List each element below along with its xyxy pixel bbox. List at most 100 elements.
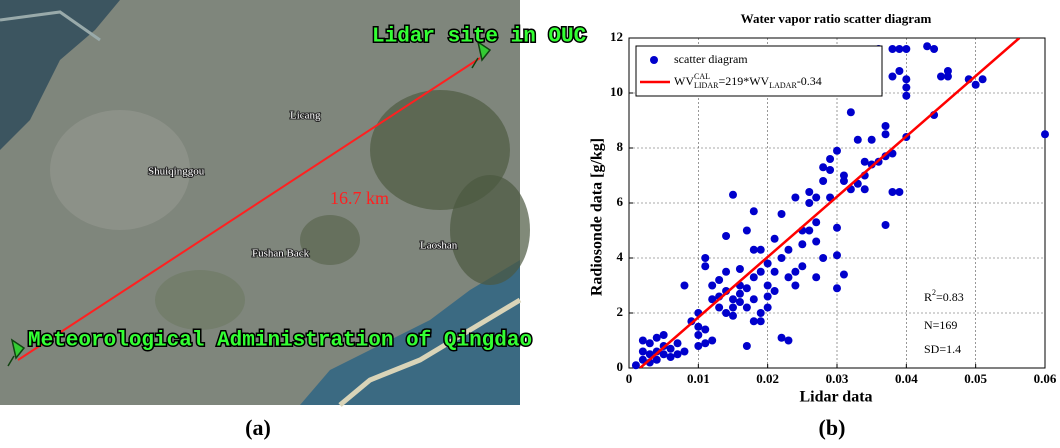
point [882,122,890,130]
point [736,265,744,273]
y-tick-label: 12 [610,29,623,44]
point [882,221,890,229]
point [819,177,827,185]
point [722,232,730,240]
point [791,282,799,290]
point [791,194,799,202]
point [888,73,896,81]
point [750,295,758,303]
point [653,334,661,342]
point [847,108,855,116]
legend-marker [650,56,658,64]
point [757,317,765,325]
point [646,339,654,347]
point [667,345,675,353]
point [972,81,980,89]
point [743,284,751,292]
x-axis-label: Lidar data [799,389,872,406]
point [778,210,786,218]
point [979,75,987,83]
caption: (a) [245,415,271,440]
point [812,238,820,246]
point [778,254,786,262]
x-tick-label: 0 [626,371,633,386]
chart-title: Water vapor ratio scatter diagram [741,11,932,26]
point [715,276,723,284]
point [902,84,910,92]
y-tick-label: 2 [617,304,624,319]
point [826,155,834,163]
point [722,309,730,317]
annotation: SD=1.4 [924,342,961,356]
point [937,73,945,81]
point [805,227,813,235]
x-tick-label: 0.05 [964,371,987,386]
point [729,295,737,303]
point [743,342,751,350]
legend-label: -0.34 [797,74,822,88]
x-tick-label: 0.04 [895,371,918,386]
point [750,273,758,281]
point [680,348,688,356]
legend-label: LIDAR [694,81,719,90]
point [902,75,910,83]
y-tick-label: 10 [610,84,623,99]
point [757,246,765,254]
point [722,268,730,276]
point [632,361,640,369]
place-label: Fushan Back [252,248,310,260]
place-label: Licang [290,110,321,122]
point [1041,130,1049,138]
map-panel: Lidar site in OUC Meteorological Adminis… [0,0,587,405]
point [805,188,813,196]
point [819,254,827,262]
legend-label: LADAR [769,81,797,90]
place-label: Shuiqinggou [148,166,205,178]
point [729,304,737,312]
point [784,337,792,345]
point [812,194,820,202]
annotation: N=169 [924,318,957,332]
point [743,304,751,312]
point [888,45,896,53]
point [764,282,772,290]
point [750,207,758,215]
point [701,339,709,347]
point [840,271,848,279]
point [660,331,668,339]
point [694,323,702,331]
point [729,312,737,320]
x-tick-label: 0.02 [756,371,779,386]
annotation: R [924,290,932,304]
point [923,42,931,50]
x-tick-label: 0.06 [1034,371,1057,386]
point [771,268,779,276]
x-tick-label: 0.01 [687,371,710,386]
point [833,147,841,155]
point [902,45,910,53]
place-label: Laoshan [420,240,458,252]
point [826,166,834,174]
distance-label: 16.7 km [330,188,389,208]
point [708,337,716,345]
point [750,317,758,325]
point [861,185,869,193]
point [757,309,765,317]
point [736,290,744,298]
legend-box [636,46,882,96]
figure: Lidar site in OUC Meteorological Adminis… [0,0,1060,443]
point [715,304,723,312]
point [639,337,647,345]
point [674,350,682,358]
point [701,262,709,270]
legend-label: WV [674,74,694,88]
y-tick-label: 8 [617,139,624,154]
point [944,67,952,75]
point [757,268,765,276]
point [888,188,896,196]
point [833,284,841,292]
y-axis-label: Radiosonde data [g/kg] [589,138,606,296]
point [930,45,938,53]
y-tick-label: 6 [617,194,624,209]
point [833,251,841,259]
